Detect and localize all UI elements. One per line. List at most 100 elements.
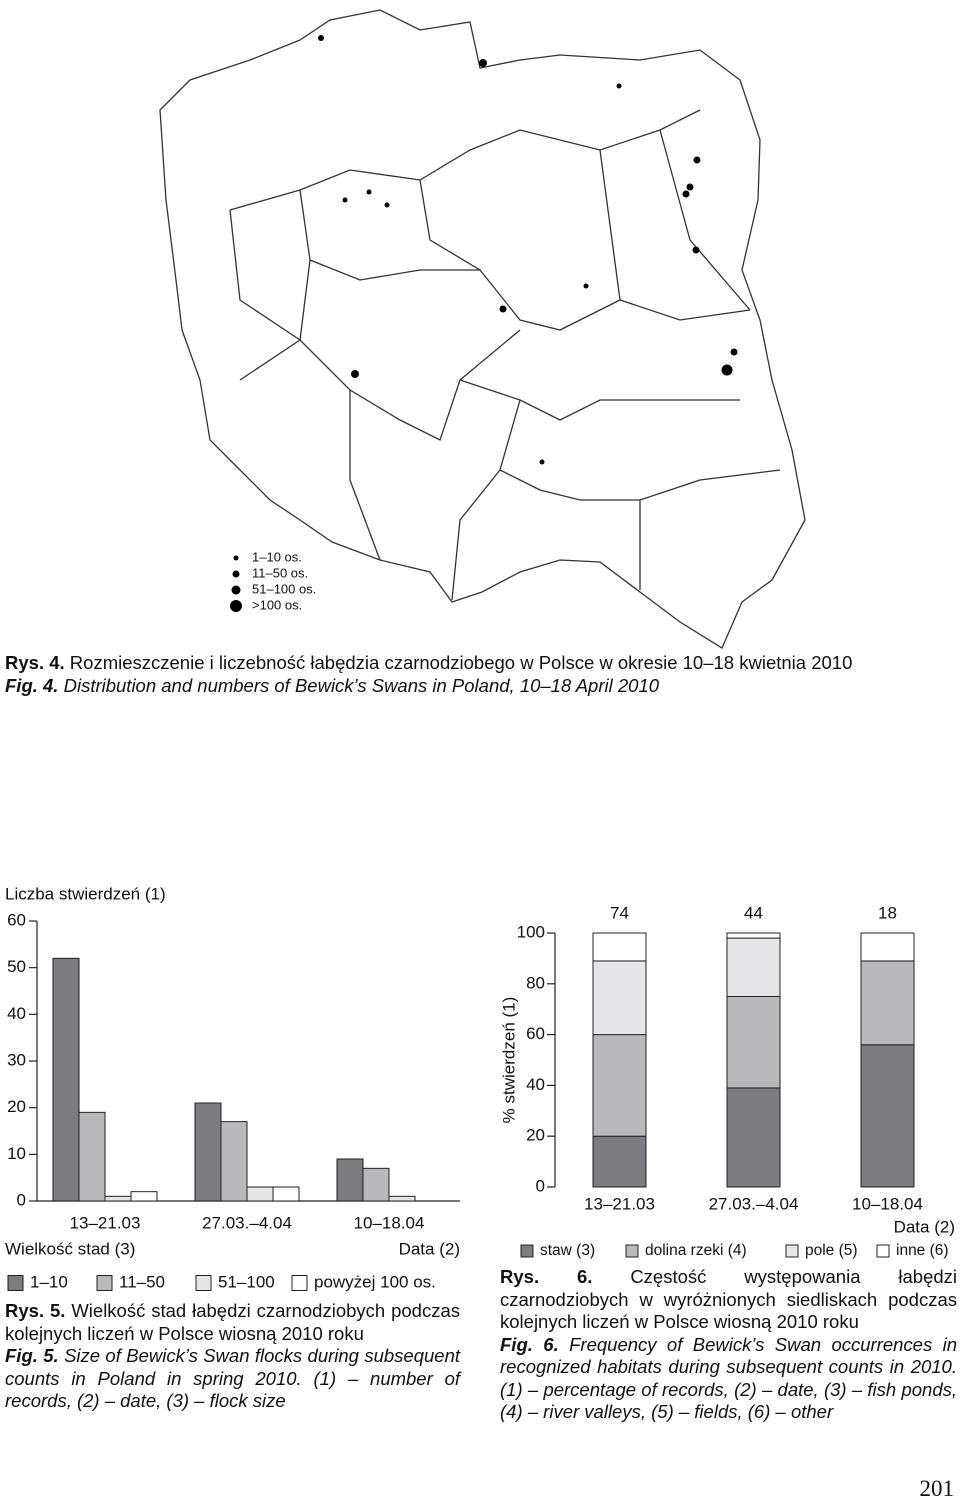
map-points bbox=[230, 35, 738, 612]
bar-segment bbox=[860, 960, 915, 1046]
region-border bbox=[229, 109, 781, 601]
y-tick-label: 20 bbox=[526, 1126, 545, 1145]
caption-label: Rys. 5. bbox=[5, 1300, 66, 1321]
map-point bbox=[693, 156, 701, 164]
map-point bbox=[539, 459, 545, 465]
map-point bbox=[721, 364, 733, 376]
x-axis-label: Data (2) bbox=[399, 1239, 460, 1258]
bar bbox=[272, 1186, 300, 1202]
y-tick-label: 40 bbox=[526, 1075, 545, 1094]
legend-swatch bbox=[96, 1275, 113, 1291]
legend-swatch bbox=[7, 1275, 24, 1291]
total-label: 18 bbox=[878, 903, 897, 922]
bar-segment bbox=[860, 932, 915, 962]
caption-pl: Rys. 4. Rozmieszczenie i liczebność łabę… bbox=[5, 652, 955, 675]
map-legend-label: 51–100 os. bbox=[252, 581, 316, 596]
bar-segment bbox=[860, 1044, 915, 1188]
bar-segment bbox=[726, 937, 781, 998]
bar bbox=[130, 1191, 158, 1202]
caption-text: Wielkość stad łabędzi czarnodziobych pod… bbox=[5, 1300, 460, 1344]
legend-swatch bbox=[520, 1244, 534, 1258]
legend-title: Wielkość stad (3) bbox=[5, 1239, 135, 1258]
total-label: 44 bbox=[744, 903, 763, 922]
bar bbox=[362, 1167, 390, 1202]
x-tick-label: 10–18.04 bbox=[852, 1194, 923, 1213]
caption-en: Fig. 4. Distribution and numbers of Bewi… bbox=[5, 675, 955, 698]
y-axis-label: % stwierdzeń (1) bbox=[499, 997, 518, 1124]
legend-label: 1–10 bbox=[30, 1272, 68, 1291]
x-tick-label: 13–21.03 bbox=[584, 1194, 655, 1213]
caption-label: Rys. 6. bbox=[500, 1266, 593, 1287]
map-legend-label: >100 os. bbox=[252, 597, 302, 612]
caption-label: Fig. 4. bbox=[5, 674, 59, 696]
bar-segment bbox=[592, 1034, 647, 1137]
y-tick-label: 30 bbox=[7, 1050, 26, 1069]
y-tick-label: 0 bbox=[17, 1190, 26, 1209]
y-tick-label: 0 bbox=[536, 1176, 545, 1195]
y-tick-label: 100 bbox=[517, 922, 545, 941]
map-point bbox=[384, 202, 390, 208]
y-tick-label: 50 bbox=[7, 957, 26, 976]
bar bbox=[336, 1158, 364, 1202]
caption-text: Częstość występowania łabędzi czarnodzio… bbox=[500, 1266, 958, 1332]
caption-pl: Rys. 6. Częstość występowania łabędzi cz… bbox=[500, 1266, 957, 1334]
legend-dot bbox=[230, 600, 242, 612]
y-tick-label: 40 bbox=[7, 1004, 26, 1023]
legend-swatch bbox=[291, 1275, 308, 1291]
caption-label: Rys. 4. bbox=[5, 652, 65, 673]
legend-label: inne (6) bbox=[896, 1242, 949, 1259]
x-tick-label: 13–21.03 bbox=[70, 1213, 141, 1232]
map-legend-label: 1–10 os. bbox=[252, 549, 302, 564]
figure4-caption: Rys. 4. Rozmieszczenie i liczebność łabę… bbox=[5, 652, 955, 697]
total-label: 74 bbox=[610, 903, 629, 922]
bar-segment bbox=[726, 996, 781, 1089]
bar bbox=[104, 1195, 132, 1202]
x-tick-label: 10–18.04 bbox=[354, 1213, 425, 1232]
caption-label: Fig. 6. bbox=[500, 1333, 559, 1355]
map-point bbox=[692, 246, 700, 254]
legend-swatch bbox=[625, 1244, 639, 1258]
map-point bbox=[366, 189, 372, 195]
x-tick-label: 27.03.–4.04 bbox=[709, 1194, 799, 1213]
caption-en: Fig. 5. Size of Bewick’s Swan flocks dur… bbox=[5, 1345, 460, 1413]
caption-text: Rozmieszczenie i liczebność łabędzia cza… bbox=[69, 652, 853, 673]
map-point bbox=[730, 348, 738, 356]
caption-en: Fig. 6. Frequency of Bewick’s Swan occur… bbox=[500, 1334, 957, 1424]
map-point bbox=[686, 183, 694, 191]
y-tick-label: 80 bbox=[526, 973, 545, 992]
bar bbox=[194, 1102, 222, 1202]
bar-segment bbox=[592, 960, 647, 1036]
x-axis-label: Data (2) bbox=[894, 1217, 955, 1236]
legend-dot bbox=[232, 570, 240, 578]
legend-swatch bbox=[785, 1244, 799, 1258]
legend-label: 11–50 bbox=[119, 1272, 165, 1291]
figure5-caption: Rys. 5. Wielkość stad łabędzi czarnodzio… bbox=[5, 1300, 460, 1413]
map-point bbox=[351, 370, 359, 378]
map-outline bbox=[159, 9, 806, 649]
map-point bbox=[616, 83, 622, 89]
y-tick-label: 60 bbox=[526, 1024, 545, 1043]
y-tick-label: 10 bbox=[7, 1144, 26, 1163]
map-legend: 1–10 os. 11–50 os. 51–100 os. >100 os. bbox=[252, 549, 316, 612]
bar bbox=[388, 1195, 416, 1202]
map-point bbox=[479, 59, 487, 67]
bar-segment bbox=[726, 1087, 781, 1188]
legend-dot bbox=[231, 585, 241, 595]
caption-text: Size of Bewick’s Swan flocks during subs… bbox=[5, 1345, 460, 1411]
y-tick-label: 20 bbox=[7, 1097, 26, 1116]
bar-segment bbox=[726, 932, 781, 939]
legend-swatch bbox=[876, 1244, 890, 1258]
legend-label: dolina rzeki (4) bbox=[645, 1242, 747, 1259]
figure6-caption: Rys. 6. Częstość występowania łabędzi cz… bbox=[500, 1266, 957, 1424]
map bbox=[159, 9, 806, 649]
bar bbox=[220, 1121, 248, 1202]
map-point bbox=[499, 305, 507, 313]
caption-pl: Rys. 5. Wielkość stad łabędzi czarnodzio… bbox=[5, 1300, 460, 1345]
bar-segment bbox=[592, 1135, 647, 1188]
legend-label: powyżej 100 os. bbox=[314, 1272, 436, 1291]
legend-label: pole (5) bbox=[805, 1242, 858, 1259]
caption-text: Frequency of Bewick’s Swan occurrences i… bbox=[500, 1333, 958, 1423]
map-point bbox=[342, 197, 348, 203]
